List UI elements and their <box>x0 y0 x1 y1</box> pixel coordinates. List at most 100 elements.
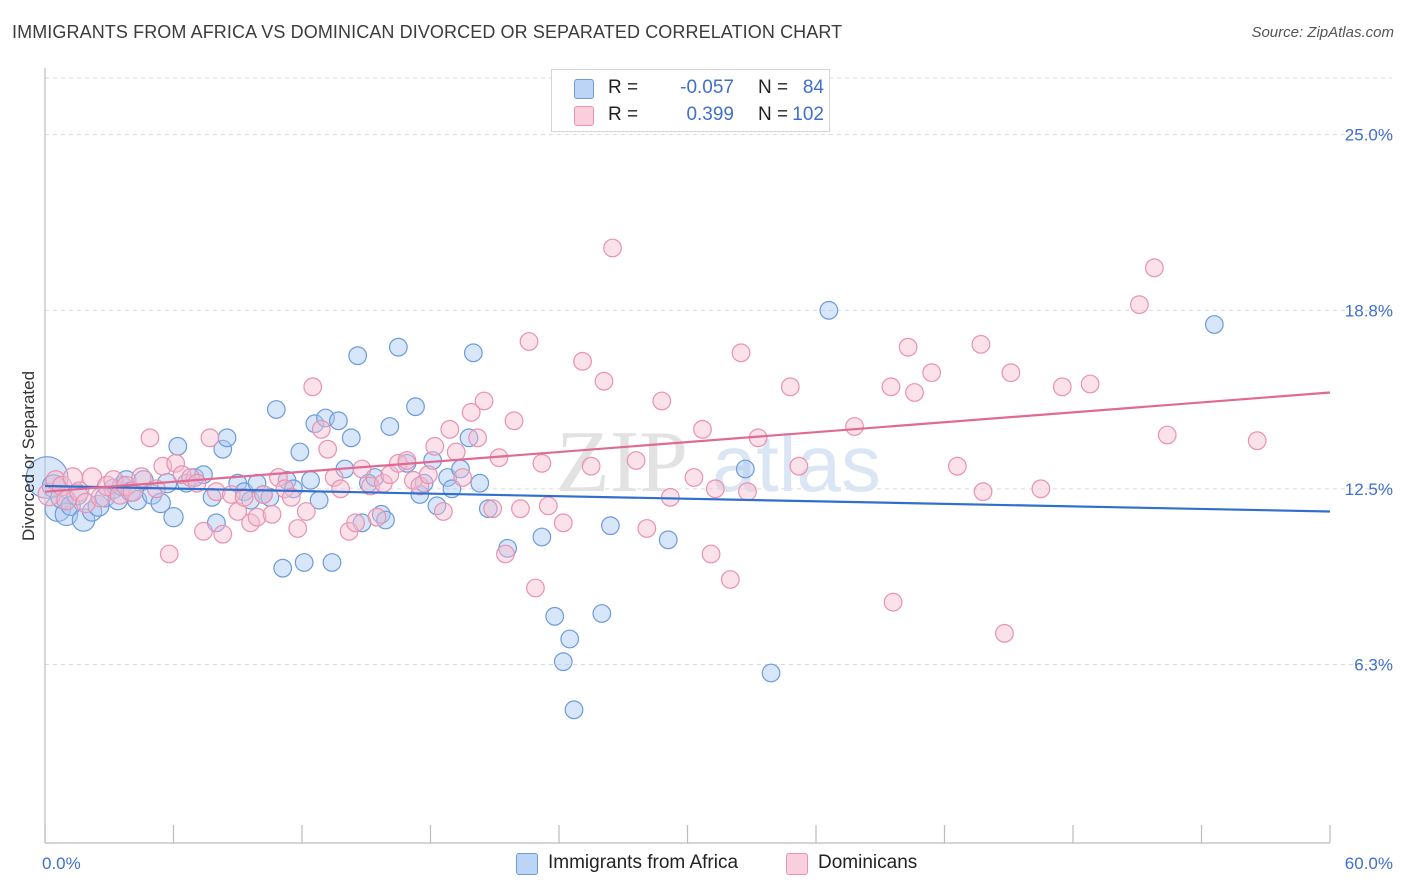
legend-r-label: R = <box>608 77 639 98</box>
data-point <box>213 439 233 459</box>
data-point <box>560 629 580 649</box>
data-point <box>496 544 515 564</box>
data-point <box>247 507 267 527</box>
data-point <box>735 459 755 479</box>
data-point <box>881 377 901 397</box>
data-point <box>1129 295 1149 315</box>
legend-r-label: R = <box>608 104 639 125</box>
data-point <box>581 456 601 476</box>
data-point <box>594 371 614 391</box>
data-point <box>217 428 237 448</box>
data-point <box>701 544 721 564</box>
data-point <box>296 502 316 521</box>
data-point <box>367 507 387 527</box>
y-tick-label: 18.8% <box>1345 301 1393 320</box>
data-point <box>545 606 565 626</box>
data-point <box>1144 258 1164 278</box>
data-point <box>425 436 445 456</box>
data-point <box>819 300 839 320</box>
data-point <box>166 453 186 473</box>
data-point <box>440 419 460 439</box>
data-point <box>352 459 372 479</box>
axes <box>44 68 1331 844</box>
series-legend-swatch-pink <box>786 853 808 875</box>
grid-lines <box>45 77 1392 665</box>
legend-n-value: 102 <box>792 104 824 125</box>
data-point <box>780 377 800 397</box>
data-point <box>922 363 942 383</box>
data-point <box>1204 315 1224 334</box>
data-point <box>318 439 338 459</box>
data-point <box>37 482 62 507</box>
data-point <box>206 482 226 502</box>
trend-lines <box>44 391 1331 513</box>
series-immigrants-from-africa <box>25 300 1224 720</box>
data-point <box>140 428 160 448</box>
data-point <box>971 334 991 354</box>
data-point <box>532 453 552 473</box>
data-point <box>294 553 314 572</box>
data-point <box>288 519 308 538</box>
data-point <box>789 456 809 476</box>
legend-swatch-pink <box>574 106 594 126</box>
data-point <box>159 544 179 564</box>
data-point <box>380 417 400 436</box>
data-point <box>693 419 712 439</box>
data-point <box>388 337 408 357</box>
legend-n-label: N = <box>758 104 789 125</box>
chart-title: IMMIGRANTS FROM AFRICA VS DOMINICAN DIVO… <box>12 22 843 42</box>
data-point <box>262 504 282 524</box>
data-point <box>995 623 1014 643</box>
y-tick-label: 12.5% <box>1345 480 1393 499</box>
data-point <box>348 346 368 366</box>
data-point <box>883 592 903 612</box>
data-point <box>213 524 233 544</box>
data-point <box>329 411 348 431</box>
data-point <box>1001 363 1021 383</box>
data-point <box>478 499 498 519</box>
data-point <box>511 499 530 519</box>
data-point <box>532 527 552 547</box>
y-tick-label: 6.3% <box>1354 656 1393 675</box>
data-point <box>273 558 293 578</box>
data-point <box>573 351 592 371</box>
y-axis-title: Divorced or Separated <box>19 371 38 541</box>
data-point <box>973 482 993 502</box>
data-point <box>898 337 918 357</box>
data-point <box>564 700 584 720</box>
legend-r-value: -0.057 <box>680 77 734 98</box>
data-point <box>538 496 558 516</box>
correlation-legend: R = -0.057 N = 84 R = 0.399 N = 102 <box>551 69 830 132</box>
data-point <box>845 417 864 436</box>
data-point <box>418 465 438 485</box>
series-legend-swatch-blue <box>516 853 538 875</box>
data-point <box>290 442 310 462</box>
data-point <box>446 442 466 462</box>
legend-n-label: N = <box>758 77 789 98</box>
data-point <box>346 513 365 533</box>
data-point <box>234 487 254 507</box>
x-tick-label: 60.0% <box>1345 854 1393 873</box>
data-point <box>331 479 350 499</box>
data-point <box>652 391 672 411</box>
data-point <box>626 451 646 470</box>
data-point <box>281 487 301 507</box>
data-point <box>194 521 213 541</box>
data-point <box>406 397 425 417</box>
data-point <box>1080 374 1100 394</box>
data-point <box>738 482 757 502</box>
data-point <box>301 470 320 490</box>
data-point <box>592 604 612 623</box>
data-point <box>731 343 751 363</box>
source-credit: Source: ZipAtlas.com <box>1251 24 1394 41</box>
data-point <box>761 663 781 683</box>
data-point <box>463 343 483 363</box>
data-point <box>553 513 573 533</box>
x-tick-label: 0.0% <box>42 854 81 873</box>
series-legend-label: Immigrants from Africa <box>548 852 739 873</box>
data-point <box>461 402 481 422</box>
data-point <box>474 391 494 411</box>
data-point <box>453 468 473 487</box>
data-point <box>75 492 96 514</box>
